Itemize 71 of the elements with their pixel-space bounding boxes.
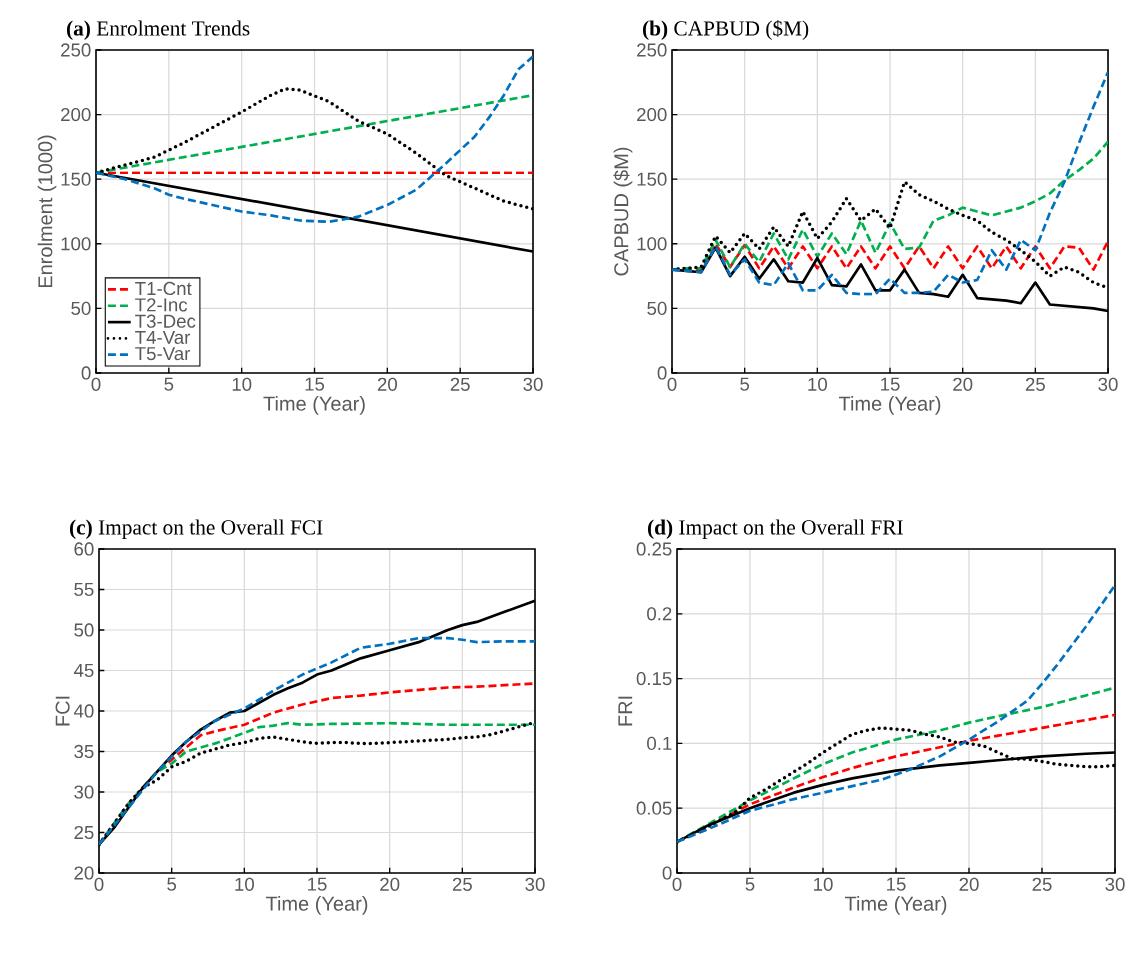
chart-title: (c) Impact on the Overall FCI [69,519,323,539]
x-tick-label: 10 [235,877,254,891]
y-tick-label: 50 [74,623,94,637]
y-tick-label: 150 [637,172,667,186]
x-tick-label: 5 [740,377,750,391]
x-tick-label: 5 [167,877,177,891]
y-tick-label: 100 [61,237,91,251]
y-tick-label: 250 [61,43,91,57]
y-tick-label: 250 [637,43,667,57]
y-axis-title: CAPBUD ($M) [613,147,633,276]
x-tick-label: 25 [1032,877,1052,891]
y-tick-label: 20 [74,866,94,880]
x-tick-label: 25 [450,377,470,391]
chart-title: (a) Enrolment Trends [66,20,250,40]
y-tick-label: 35 [74,744,94,759]
x-axis-title: Time (Year) [838,396,941,415]
x-tick-label: 30 [525,877,545,891]
y-tick-label: 0 [662,866,672,880]
x-tick-label: 20 [959,877,979,891]
x-tick-label: 30 [523,377,543,391]
x-axis-title: Time (Year) [844,896,947,915]
x-tick-label: 30 [1105,877,1125,891]
x-tick-label: 30 [1098,377,1118,391]
x-tick-label: 25 [452,877,472,891]
x-tick-label: 15 [881,377,900,391]
y-tick-label: 25 [74,825,94,840]
legend-label: T1-Cnt [135,281,192,296]
y-tick-label: 200 [637,107,667,122]
legend-label: T2-Inc [135,298,188,312]
y-tick-label: 40 [73,704,94,718]
y-tick-label: 30 [74,785,94,799]
y-tick-label: 100 [637,237,667,251]
y-tick-label: 200 [61,107,91,122]
legend-label: T4-Var [135,330,191,345]
x-tick-label: 25 [1025,377,1045,391]
y-tick-label: 0.05 [636,801,672,815]
chart-title: (b) CAPBUD ($M) [643,19,809,40]
x-tick-label: 20 [953,377,973,391]
x-tick-label: 15 [305,377,325,391]
y-tick-label: 60 [74,542,94,556]
line-series [672,140,1109,271]
x-tick-label: 0 [672,877,682,891]
y-tick-label: 0 [657,366,667,380]
x-tick-label: 10 [808,377,827,391]
y-tick-label: 0.2 [647,607,672,621]
y-tick-label: 45 [73,663,94,678]
y-tick-label: 50 [71,301,91,316]
legend-label: T5-Var [135,347,191,361]
y-tick-label: 0.25 [636,542,672,556]
y-tick-label: 0.1 [647,736,672,751]
x-axis-title: Time (Year) [263,396,365,415]
y-axis-title: FCI [55,696,70,726]
y-tick-label: 0.15 [636,671,672,686]
y-tick-label: 0 [81,366,91,380]
y-tick-label: 50 [647,301,667,316]
y-axis-title: Enrolment (1000) [37,135,57,288]
x-tick-label: 10 [814,877,833,891]
x-tick-label: 20 [377,377,397,391]
legend-label: T3-Dec [135,314,196,328]
x-tick-label: 0 [94,877,104,891]
x-tick-label: 20 [380,877,400,891]
y-tick-label: 55 [74,582,94,597]
x-tick-label: 5 [745,877,755,891]
chart-title: (d) Impact on the Overall FRI [648,519,903,539]
x-tick-label: 15 [887,877,906,891]
x-tick-label: 15 [308,877,327,891]
x-axis-title: Time (Year) [265,896,368,915]
y-tick-label: 150 [61,172,91,186]
x-tick-label: 10 [232,377,252,391]
y-axis-title: FRI [618,696,633,726]
x-tick-label: 5 [164,377,174,391]
